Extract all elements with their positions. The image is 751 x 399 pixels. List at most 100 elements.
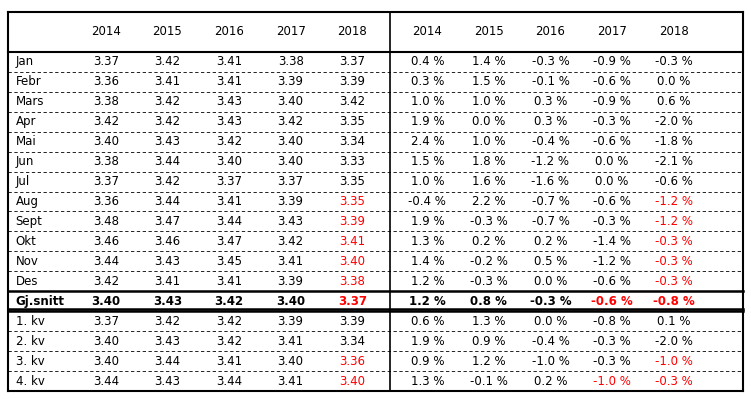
Text: 3.42: 3.42 (278, 115, 303, 128)
Text: -0.3 %: -0.3 % (529, 295, 572, 308)
Text: 3.48: 3.48 (93, 215, 119, 228)
Text: 3.34: 3.34 (339, 335, 365, 348)
Text: 3.35: 3.35 (339, 195, 365, 208)
Text: 3.41: 3.41 (339, 235, 365, 248)
Text: 3.40: 3.40 (339, 255, 365, 268)
Text: 3.41: 3.41 (155, 275, 180, 288)
Text: -0.3 %: -0.3 % (593, 215, 631, 228)
Text: 3.40: 3.40 (276, 295, 305, 308)
Text: 1.5 %: 1.5 % (411, 155, 444, 168)
Text: Okt: Okt (16, 235, 37, 248)
Text: -1.8 %: -1.8 % (655, 135, 692, 148)
Text: 3.36: 3.36 (93, 195, 119, 208)
Text: 3.39: 3.39 (278, 195, 303, 208)
Text: 3.44: 3.44 (155, 355, 180, 367)
Text: -1.0 %: -1.0 % (593, 375, 631, 387)
Text: 2. kv: 2. kv (16, 335, 44, 348)
Text: 3.41: 3.41 (155, 75, 180, 88)
Text: 1.4 %: 1.4 % (411, 255, 444, 268)
Text: -0.3 %: -0.3 % (593, 335, 631, 348)
Text: 0.3 %: 0.3 % (411, 75, 444, 88)
Text: -0.3 %: -0.3 % (655, 55, 692, 68)
Text: 2016: 2016 (214, 26, 244, 38)
Text: Sept: Sept (16, 215, 43, 228)
Text: 3.46: 3.46 (93, 235, 119, 248)
Text: 3.40: 3.40 (93, 355, 119, 367)
Text: 2018: 2018 (337, 26, 367, 38)
Text: 3.35: 3.35 (339, 175, 365, 188)
Text: 0.2 %: 0.2 % (534, 235, 567, 248)
Text: 1. kv: 1. kv (16, 315, 44, 328)
Text: -1.2 %: -1.2 % (655, 195, 692, 208)
Text: -0.6 %: -0.6 % (591, 295, 633, 308)
Text: -0.8 %: -0.8 % (593, 315, 631, 328)
Text: -0.3 %: -0.3 % (470, 275, 508, 288)
Text: 3.41: 3.41 (216, 355, 242, 367)
Text: 3.39: 3.39 (278, 75, 303, 88)
Text: Mai: Mai (16, 135, 36, 148)
Text: 3.40: 3.40 (93, 135, 119, 148)
Text: 3.34: 3.34 (339, 135, 365, 148)
Text: 3.43: 3.43 (153, 295, 182, 308)
Text: -1.2 %: -1.2 % (532, 155, 569, 168)
Text: 0.6 %: 0.6 % (411, 315, 444, 328)
Text: 3.44: 3.44 (155, 155, 180, 168)
Text: 0.6 %: 0.6 % (657, 95, 690, 108)
Text: 3.40: 3.40 (278, 155, 303, 168)
Text: -1.0 %: -1.0 % (655, 355, 692, 367)
Text: -0.9 %: -0.9 % (593, 55, 631, 68)
Text: 0.0 %: 0.0 % (596, 155, 629, 168)
Text: Gj.snitt: Gj.snitt (16, 295, 65, 308)
Text: 3.37: 3.37 (93, 55, 119, 68)
Text: 3.42: 3.42 (155, 95, 180, 108)
Text: -1.2 %: -1.2 % (593, 255, 631, 268)
Text: 1.2 %: 1.2 % (411, 275, 444, 288)
Text: 3.42: 3.42 (216, 315, 242, 328)
Text: 3.36: 3.36 (339, 355, 365, 367)
Text: 3.39: 3.39 (278, 275, 303, 288)
Text: -0.6 %: -0.6 % (593, 135, 631, 148)
Text: 0.5 %: 0.5 % (534, 255, 567, 268)
Text: 2016: 2016 (535, 26, 566, 38)
Text: -0.3 %: -0.3 % (470, 215, 508, 228)
Text: 0.4 %: 0.4 % (411, 55, 444, 68)
Text: 1.2 %: 1.2 % (472, 355, 505, 367)
Text: 3.40: 3.40 (278, 355, 303, 367)
Text: 3.43: 3.43 (155, 335, 180, 348)
Text: 3.41: 3.41 (278, 375, 303, 387)
Text: 1.0 %: 1.0 % (411, 95, 444, 108)
Text: 3.42: 3.42 (215, 295, 243, 308)
Text: 0.1 %: 0.1 % (657, 315, 690, 328)
Text: 1.2 %: 1.2 % (409, 295, 445, 308)
Text: 1.0 %: 1.0 % (472, 95, 505, 108)
Text: -0.3 %: -0.3 % (532, 55, 569, 68)
Text: 3.39: 3.39 (339, 215, 365, 228)
Text: Febr: Febr (16, 75, 41, 88)
Text: -0.8 %: -0.8 % (653, 295, 695, 308)
Text: 0.9 %: 0.9 % (411, 355, 444, 367)
Text: 0.9 %: 0.9 % (472, 335, 505, 348)
Text: 0.8 %: 0.8 % (470, 295, 508, 308)
Text: -1.6 %: -1.6 % (532, 175, 569, 188)
Text: 0.0 %: 0.0 % (534, 315, 567, 328)
Text: -0.3 %: -0.3 % (655, 275, 692, 288)
Text: 0.3 %: 0.3 % (534, 115, 567, 128)
Text: 3.43: 3.43 (155, 135, 180, 148)
Text: Aug: Aug (16, 195, 38, 208)
Text: 1.8 %: 1.8 % (472, 155, 505, 168)
Text: 0.0 %: 0.0 % (596, 175, 629, 188)
Text: 1.0 %: 1.0 % (472, 135, 505, 148)
Text: 3.42: 3.42 (155, 175, 180, 188)
Text: 2018: 2018 (659, 26, 689, 38)
Text: -0.6 %: -0.6 % (655, 175, 692, 188)
Text: 3.43: 3.43 (155, 375, 180, 387)
Text: -0.3 %: -0.3 % (655, 375, 692, 387)
Text: 3.43: 3.43 (216, 95, 242, 108)
Text: 2017: 2017 (276, 26, 306, 38)
Text: 3.42: 3.42 (93, 115, 119, 128)
Text: -0.4 %: -0.4 % (532, 335, 569, 348)
Text: -0.9 %: -0.9 % (593, 95, 631, 108)
Text: 3.42: 3.42 (216, 135, 242, 148)
Text: 1.3 %: 1.3 % (472, 315, 505, 328)
Text: 3.40: 3.40 (93, 335, 119, 348)
